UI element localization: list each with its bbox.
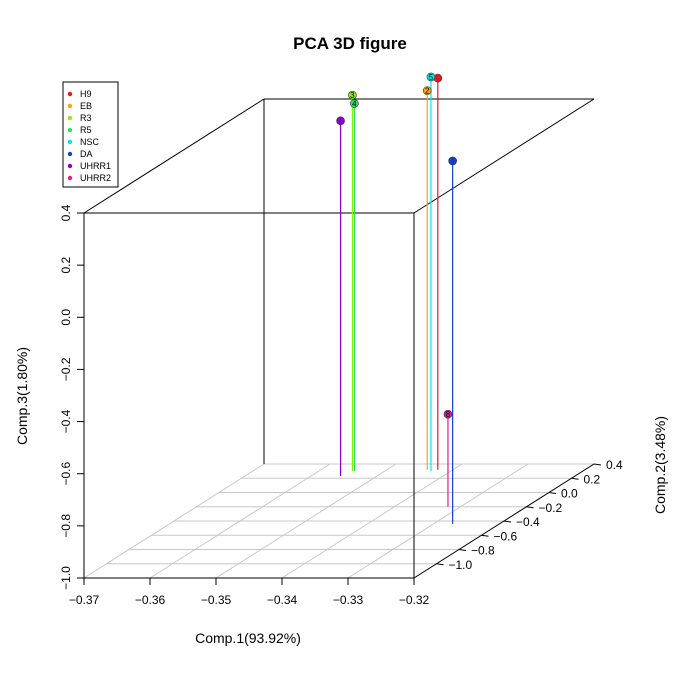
z-tick-label: 0.0 [59,309,73,326]
y-axis-title: Comp.2(3.48%) [652,416,668,514]
y-tick-label: 0.4 [606,458,623,472]
x-tick-label: −0.34 [267,593,298,607]
y-tick [458,549,467,551]
x-tick-label: −0.36 [135,593,166,607]
x-tick-label: −0.32 [399,593,430,607]
legend-label: H9 [80,89,92,99]
legend-marker [67,91,73,97]
legend-box [62,81,119,188]
y-tick [593,463,602,466]
legend-marker [67,163,73,169]
point-label: 4 [352,100,357,109]
legend-label: UHRR2 [80,173,111,183]
legend-label: UHRR1 [80,161,111,171]
point-label: 2 [425,87,430,96]
point-label: 3 [350,91,355,100]
x-tick-label: −0.37 [69,593,100,607]
z-tick-label: 0.4 [59,204,73,221]
y-tick-label: −0.2 [539,501,563,515]
y-tick [526,506,534,509]
x-axis-title: Comp.1(93.92%) [195,630,301,646]
data-point [443,409,453,419]
point-label: 8 [446,410,451,419]
box-edge [83,98,265,214]
box-edge [413,98,595,214]
chart-title: PCA 3D figure [293,34,407,53]
y-tick [503,520,512,523]
legend-label: R3 [80,113,92,123]
point-label: 5 [429,73,434,82]
x-tick-label: −0.35 [201,593,232,607]
z-tick-label: −0.8 [59,514,73,538]
z-tick-label: −0.4 [59,409,73,433]
z-tick-label: −0.6 [59,462,73,486]
y-tick-label: 0.2 [584,472,601,486]
axes: −0.37 −0.36 −0.35 −0.34 −0.33 −0.32−1.0−0.8−0… [59,204,623,607]
legend-marker [67,151,73,157]
legend-marker [67,127,73,133]
y-tick [436,563,444,566]
legend-marker [67,139,73,145]
legend-label: NSC [80,137,100,147]
data-point [350,99,359,108]
legend: H9 EB R3 R5 NSC DA UHRR1 UHRR2 [62,81,119,188]
z-tick-label: −0.2 [59,357,73,381]
data-point [336,116,345,126]
y-tick [548,492,557,494]
z-tick-label: 0.2 [59,256,73,273]
data-point [348,90,357,100]
y-tick-label: −0.4 [516,515,540,529]
legend-label: R5 [80,125,92,135]
data-points: 2 34 5 8 [336,72,457,524]
legend-marker [67,175,73,181]
plot-box [83,98,595,579]
y-tick-label: −0.8 [471,544,495,558]
data-point [422,86,432,95]
legend-marker [67,103,73,109]
legend-label: DA [80,149,93,159]
y-tick-label: −1.0 [449,558,473,572]
legend-marker [67,115,73,121]
x-tick-label: −0.33 [333,593,364,607]
y-tick [571,477,579,480]
y-tick-label: 0.0 [561,487,578,501]
y-tick-label: −0.6 [494,529,518,543]
legend-label: EB [80,101,92,111]
y-tick [481,534,489,537]
z-axis-title: Comp.3(1.80%) [14,347,30,445]
data-point [426,72,436,82]
z-tick-label: −1.0 [59,566,73,590]
data-point [448,156,457,166]
